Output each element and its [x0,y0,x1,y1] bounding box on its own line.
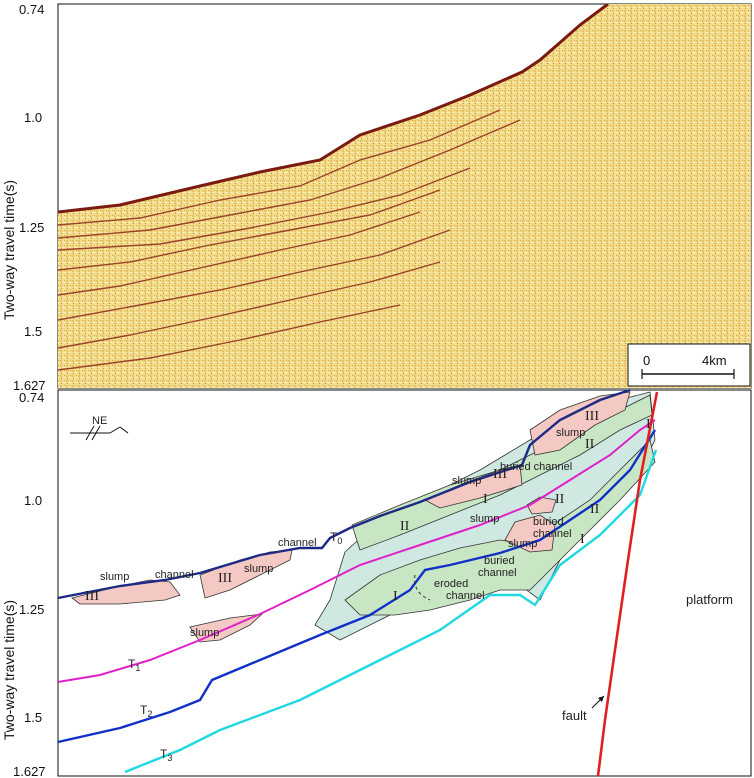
horizon-T3 [124,449,658,774]
label-T1: T1 [128,657,140,673]
top-y-axis: 0.74 1.0 1.25 1.5 1.627 Two-way travel t… [1,2,46,393]
unit-label-III-4: III [585,409,599,424]
unit-label-I-2: I [393,589,398,604]
unit-label-I-3: I [580,532,585,547]
tick-bottom-1: 1.0 [24,493,42,508]
tick-top-0: 0.74 [19,2,44,17]
label-T2: T2 [140,703,152,719]
bottom-y-label: Two-way travel time(s) [1,600,17,740]
top-y-label: Two-way travel time(s) [1,180,17,320]
compass-label: NE [92,415,107,427]
tick-top-3: 1.5 [24,324,42,339]
unit-label-III-2: III [218,571,232,586]
label-slump-small: slump [190,627,219,639]
label-buried-3: buried [484,555,515,567]
tick-top-1: 1.0 [24,110,42,125]
label-slump-upper: slump [452,475,481,487]
label-eroded: eroded [434,578,468,590]
tick-top-2: 1.25 [19,220,44,235]
interpretation-panel: NE slump slump slump slump slump slump s… [1,388,752,778]
unit-labels: III III III III II II II II I I I I [85,409,651,604]
slump-top [529,391,631,456]
tick-bottom-2: 1.25 [19,602,44,617]
slump-labels: slump slump slump slump slump slump slum… [100,427,585,639]
scale-bar-box [627,343,751,387]
label-slump-left: slump [100,571,129,583]
label-channel-1: channel [155,569,194,581]
slump-center [504,514,556,553]
label-T0: T0 [330,530,342,546]
unit-label-I-4: I [646,417,651,432]
label-T3: T3 [160,747,172,763]
compass: NE [70,415,129,441]
label-buried-channel-top: buried channel [500,461,572,473]
label-channel-5: channel [446,590,485,602]
eroded-channel-outline [414,574,431,601]
tick-bottom-4: 1.627 [13,764,46,778]
label-buried-2: buried [533,516,564,528]
unit-label-III-3: III [493,467,507,482]
unit-label-II-3: II [585,437,595,452]
tick-bottom-3: 1.5 [24,710,42,725]
label-slump-center: slump [470,513,499,525]
label-slump-lower: slump [508,538,537,550]
label-channel-3: channel [533,528,572,540]
unit-label-II-1: II [400,519,410,534]
unit-label-II-4: II [590,502,600,517]
label-fault: fault [562,708,587,723]
horizon-T1 [57,419,656,683]
scale-bar-start: 0 [643,353,650,368]
scale-bar-end: 4km [702,353,727,368]
label-platform: platform [686,592,733,607]
label-channel-4: channel [478,567,517,579]
horizon-labels: T0 T1 T2 T3 [128,530,342,763]
bottom-y-axis: 0.74 1.0 1.25 1.5 1.627 Two-way travel t… [1,390,46,778]
fault-line [596,391,659,777]
seismic-panel: 0 4km 0.74 1.0 1.25 1.5 1.627 Two-way tr… [1,2,752,393]
seafloor-line [57,388,631,600]
label-channel-2: channel [278,537,317,549]
label-slump-top: slump [556,427,585,439]
tick-bottom-0: 0.74 [19,390,44,405]
label-slump-mid: slump [244,563,273,575]
channel-labels: channel channel buried channel buried ch… [155,461,572,602]
horizon-T2 [57,429,657,744]
unit-label-I-1: I [483,492,488,507]
unit-label-II-2: II [555,492,565,507]
tick-top-4: 1.627 [13,378,46,393]
seafloor-reflector [58,4,609,214]
unit-I-area [344,439,656,616]
seismic-data-area [58,4,751,388]
unit-label-III-1: III [85,589,99,604]
seismic-reflectors [58,109,521,371]
